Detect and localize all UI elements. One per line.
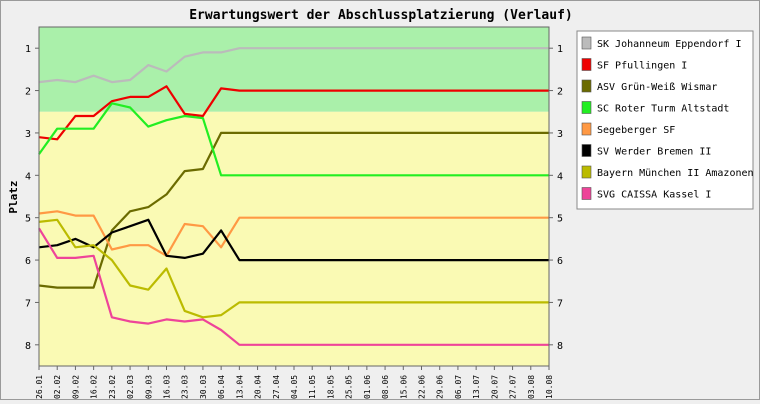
y-tick-label-right: 2	[557, 87, 563, 98]
x-tick-label: 03.08	[527, 375, 536, 399]
y-tick-label-right: 5	[557, 214, 563, 225]
legend-swatch	[581, 79, 592, 93]
y-tick-label-left: 2	[25, 87, 31, 98]
chart-zones	[39, 27, 549, 366]
x-tick-label: 15.06	[399, 375, 408, 399]
y-tick-label-left: 7	[25, 298, 31, 309]
y-tick-label-right: 4	[557, 171, 563, 182]
x-ticks: 26.01 02.02 09.02 16.02 23.02 02.03 09.03 16.03…	[35, 366, 554, 399]
legend-swatch	[581, 144, 592, 157]
x-tick-label: 18.05	[326, 375, 335, 399]
legend-label: Bayern München II Amazonen	[597, 168, 754, 179]
series-line-8	[38, 227, 549, 346]
y-tick-label-right: 3	[557, 129, 563, 140]
series-line-5	[38, 210, 549, 257]
chart-title: Erwartungswert der Abschlussplatzierung …	[189, 8, 573, 23]
x-tick-label: 20.04	[254, 375, 263, 399]
zone-band-0	[39, 27, 549, 112]
legend-swatch	[581, 58, 592, 71]
x-tick-label: 30.03	[199, 375, 208, 399]
series-line-7	[38, 218, 549, 319]
y-ticks-right: 1 2 3 4 5 6 7 8	[549, 44, 563, 352]
series-line-6	[38, 218, 549, 262]
chart-legend: SK Johanneum Eppendorf I SF Pfullingen I A…	[576, 30, 754, 210]
y-tick-label-right: 6	[557, 256, 563, 267]
y-axis-label: Platz	[7, 180, 20, 213]
y-tick-label-left: 6	[25, 256, 31, 267]
x-tick-label: 20.07	[490, 375, 499, 399]
x-tick-label: 04.05	[290, 375, 299, 399]
x-tick-label: 26.01	[35, 375, 44, 399]
x-tick-label: 23.03	[181, 375, 190, 399]
x-tick-label: 27.04	[272, 375, 281, 399]
x-tick-label: 01.06	[363, 375, 372, 399]
x-tick-label: 11.05	[308, 375, 317, 399]
series-line-1	[38, 47, 549, 84]
series-line-3	[38, 131, 549, 289]
plot-border	[38, 26, 550, 367]
y-tick-label-right: 1	[557, 44, 563, 55]
legend-label: Segeberger SF	[597, 125, 675, 136]
legend-label: SVG CAISSA Kassel I	[597, 190, 711, 201]
y-tick-label-left: 1	[25, 44, 31, 55]
legend-label: SV Werder Bremen II	[597, 147, 711, 158]
x-tick-label: 25.05	[345, 375, 354, 399]
legend-box	[576, 30, 754, 210]
x-tick-label: 29.06	[436, 375, 445, 399]
series-line-4	[38, 102, 549, 177]
x-tick-label: 10.08	[545, 375, 554, 399]
x-tick-label: 06.04	[217, 375, 226, 399]
y-tick-label-left: 4	[25, 171, 31, 182]
x-tick-label: 13.04	[235, 375, 244, 399]
legend-swatch	[581, 101, 592, 114]
x-tick-label: 27.07	[509, 375, 518, 399]
x-tick-label: 09.02	[71, 375, 80, 399]
y-tick-label-right: 7	[557, 298, 563, 309]
legend-label: SK Johanneum Eppendorf I	[597, 39, 742, 50]
x-tick-label: 16.02	[90, 375, 99, 399]
x-tick-label: 16.03	[163, 375, 172, 399]
x-tick-label: 02.02	[53, 375, 62, 399]
y-tick-label-left: 3	[25, 129, 31, 140]
series-line-2	[38, 85, 549, 141]
y-tick-label-left: 5	[25, 214, 31, 225]
legend-label: ASV Grün-Weiß Wismar	[597, 82, 717, 93]
x-tick-label: 02.03	[126, 375, 135, 399]
legend-swatch	[581, 36, 592, 50]
y-ticks-left: 1 2 3 4 5 6 7 8	[25, 44, 39, 352]
x-tick-label: 22.06	[418, 375, 427, 399]
x-tick-label: 09.03	[144, 375, 153, 399]
legend-label: SC Roter Turm Altstadt	[597, 104, 729, 115]
legend-swatch	[581, 122, 592, 136]
zone-band-1	[39, 111, 549, 366]
legend-swatch	[581, 165, 592, 179]
x-tick-label: 08.06	[381, 375, 390, 399]
legend-label: SF Pfullingen I	[597, 61, 687, 72]
legend-swatch	[581, 187, 592, 200]
y-tick-label-left: 8	[25, 341, 31, 352]
x-tick-label: 23.02	[108, 375, 117, 399]
series-lines	[38, 47, 549, 346]
x-tick-label: 06.07	[454, 375, 463, 399]
x-tick-label: 13.07	[472, 375, 481, 399]
y-tick-label-right: 8	[557, 341, 563, 352]
